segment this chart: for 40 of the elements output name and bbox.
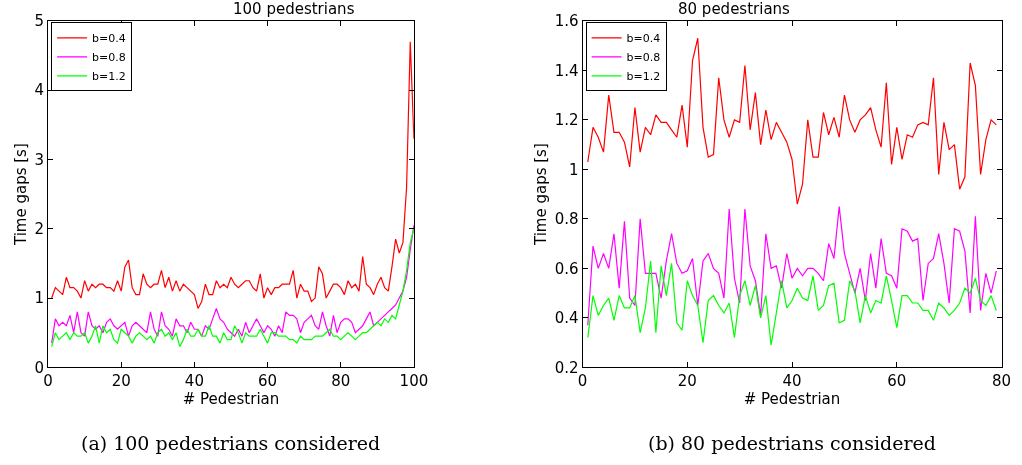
y-tick-label: 0.6 xyxy=(554,259,579,278)
y-tick-label: 3 xyxy=(34,150,45,169)
y-tick-label: 1.6 xyxy=(554,12,579,31)
x-tick-label: 20 xyxy=(111,372,131,391)
x-axis-title: # Pedestrian xyxy=(182,390,280,409)
y-axis-title: Time gaps [s] xyxy=(11,143,30,247)
chart-title: 80 pedestrians xyxy=(678,0,791,18)
x-tick-label: 80 xyxy=(331,372,351,391)
x-tick-label: 40 xyxy=(782,372,802,391)
text: (a) 100 pedestrians considered xyxy=(81,432,381,454)
y-tick-label: 5 xyxy=(34,12,45,31)
y-tick-label: 1 xyxy=(34,289,45,308)
y-tick-label: 0.4 xyxy=(554,309,579,328)
x-tick-label: 60 xyxy=(887,372,907,391)
y-tick-label: 0 xyxy=(34,358,45,377)
line-series xyxy=(51,41,414,310)
legend-label: b=1.2 xyxy=(92,70,126,84)
legend-label: b=0.8 xyxy=(92,51,126,65)
x-axis-title: # Pedestrian xyxy=(743,390,841,409)
x-tick-label: 100 xyxy=(399,372,429,391)
x-tick-label: 60 xyxy=(258,372,278,391)
legend-label: b=0.8 xyxy=(626,51,661,65)
line-series xyxy=(587,205,997,326)
y-axis-title: Time gaps [s] xyxy=(531,143,550,247)
y-tick-label: 2 xyxy=(34,220,45,239)
x-tick-label: 40 xyxy=(184,372,204,391)
y-tick-label: 1 xyxy=(568,160,579,179)
y-tick-label: 0.8 xyxy=(554,210,579,229)
line-series xyxy=(587,260,997,346)
y-tick-label: 0.2 xyxy=(554,358,579,377)
x-tick-label: 80 xyxy=(992,372,1012,391)
legend-label: b=0.4 xyxy=(92,32,126,46)
x-tick-label: 20 xyxy=(677,372,697,391)
y-tick-label: 4 xyxy=(34,81,45,100)
legend-label: b=0.4 xyxy=(626,32,661,46)
y-tick-label: 1.2 xyxy=(554,111,579,130)
text: (b) 80 pedestrians considered xyxy=(648,432,936,454)
legend-label: b=1.2 xyxy=(626,70,661,84)
y-tick-label: 1.4 xyxy=(554,61,579,80)
chart-title: 100 pedestrians xyxy=(233,0,355,18)
